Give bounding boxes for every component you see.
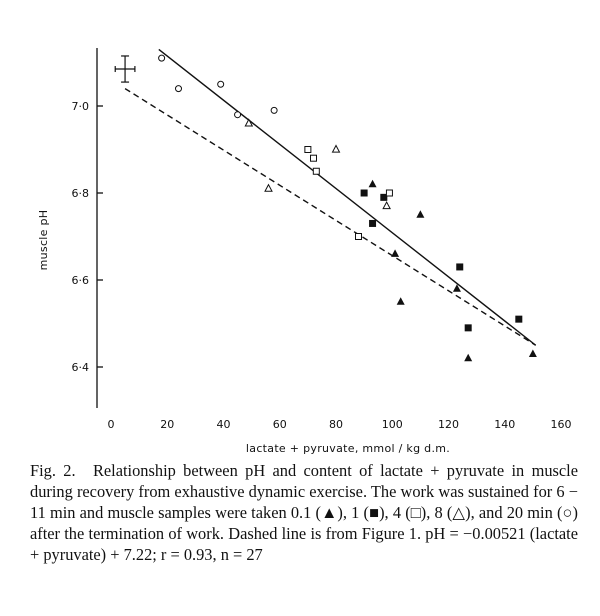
- x-tick-label: 0: [108, 418, 115, 431]
- open-square-point: [385, 189, 393, 197]
- open-square-point: [304, 146, 312, 153]
- open-circle-point: [158, 54, 166, 62]
- x-tick-label: 100: [382, 418, 403, 431]
- filled-triangle-point: [391, 249, 400, 257]
- filled-triangle-point: [452, 284, 461, 292]
- chart-axes: [96, 48, 103, 408]
- caption-lead: Fig. 2.: [30, 461, 76, 480]
- open-circle-point: [175, 85, 182, 93]
- filled-square-point: [360, 189, 368, 197]
- y-axis-label: muscle pH: [37, 210, 50, 271]
- caption-text: Relationship between pH and content of l…: [30, 461, 579, 564]
- filled-triangle-point: [464, 353, 473, 362]
- x-tick-label: 40: [217, 418, 231, 431]
- y-tick-label: 6·6: [72, 274, 90, 287]
- open-triangle-point: [382, 200, 391, 210]
- filled-square-point: [464, 324, 472, 332]
- filled-square-point: [380, 193, 388, 201]
- filled-triangle-point: [396, 297, 405, 305]
- x-tick-label: 20: [160, 418, 174, 431]
- reference-point-group: [114, 55, 136, 83]
- filled-triangle-point: [368, 179, 377, 188]
- y-tick-label: 6·8: [72, 187, 90, 200]
- tick-labels: 6·4 6·6 6·8 7·0 0 20 40 60 80 100 120 140 160: [72, 100, 572, 431]
- x-tick-label: 140: [494, 418, 515, 431]
- open-circle-point: [217, 80, 225, 88]
- open-triangle-point: [331, 144, 341, 153]
- x-tick-label: 120: [438, 418, 459, 431]
- dashed-regression-line: [124, 88, 537, 346]
- open-square-point: [310, 154, 317, 162]
- y-tick-label: 6·4: [72, 361, 90, 374]
- filled-triangle-point: [528, 349, 537, 357]
- open-square-point: [355, 233, 362, 240]
- y-tick-label: 7·0: [72, 100, 90, 113]
- filled-triangle-point: [416, 210, 425, 218]
- open-triangle-point: [264, 183, 273, 192]
- open-circle-point: [270, 106, 278, 114]
- filled-square-point: [456, 263, 464, 271]
- x-tick-label: 160: [551, 418, 572, 431]
- x-tick-label: 60: [273, 418, 287, 431]
- regression-lines: [124, 48, 537, 346]
- solid-regression-line: [158, 48, 537, 346]
- x-tick-label: 80: [329, 418, 343, 431]
- data-points: [158, 54, 537, 362]
- filled-square-point: [515, 315, 523, 323]
- x-axis-label: lactate + pyruvate, mmol / kg d.m.: [246, 442, 450, 455]
- open-square-point: [312, 167, 320, 175]
- figure-caption: Fig. 2. Relationship between pH and cont…: [30, 460, 578, 565]
- filled-square-point: [369, 219, 377, 227]
- open-triangle-point: [244, 118, 254, 127]
- open-circle-point: [234, 111, 242, 119]
- scatter-chart: 6·4 6·6 6·8 7·0 0 20 40 60 80 100 120 140 160 lactat…: [37, 48, 572, 455]
